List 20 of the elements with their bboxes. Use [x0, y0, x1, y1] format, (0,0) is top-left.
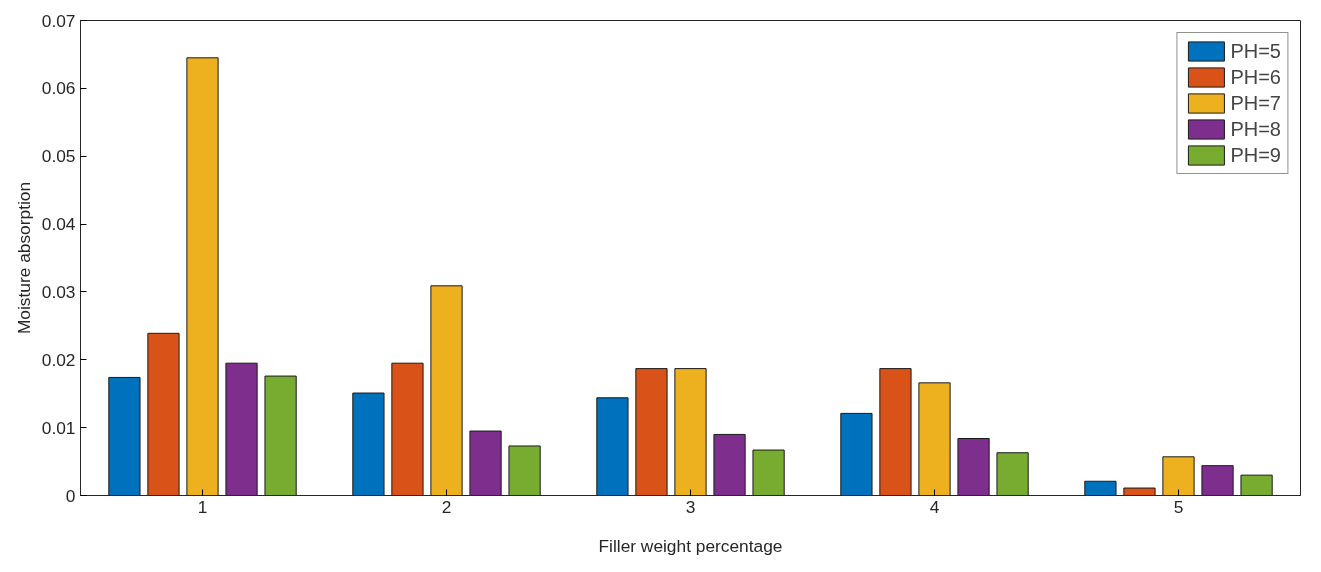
legend-label: PH=9 [1230, 143, 1281, 167]
y-tick-label: 0.07 [41, 10, 76, 31]
x-tick-label: 4 [929, 496, 940, 517]
y-tick-label: 0.01 [41, 417, 76, 438]
legend-label: PH=8 [1230, 117, 1281, 141]
y-tick-label: 0.04 [41, 214, 76, 235]
x-tick-label: 3 [685, 496, 696, 517]
y-tick-label: 0 [65, 485, 76, 506]
legend-label: PH=6 [1230, 65, 1281, 89]
legend-label: PH=7 [1230, 91, 1281, 115]
legend-label: PH=5 [1230, 39, 1281, 63]
y-tick-label: 0.03 [41, 281, 76, 302]
x-tick-label: 2 [441, 496, 452, 517]
y-tick-label: 0.05 [41, 146, 76, 167]
y-axis-title: Moisture absorption [13, 181, 34, 335]
x-tick-label: 5 [1173, 496, 1184, 517]
x-axis-title: Filler weight percentage [598, 535, 783, 556]
y-tick-label: 0.06 [41, 78, 76, 99]
y-tick-label: 0.02 [41, 349, 76, 370]
x-tick-label: 1 [197, 496, 208, 517]
